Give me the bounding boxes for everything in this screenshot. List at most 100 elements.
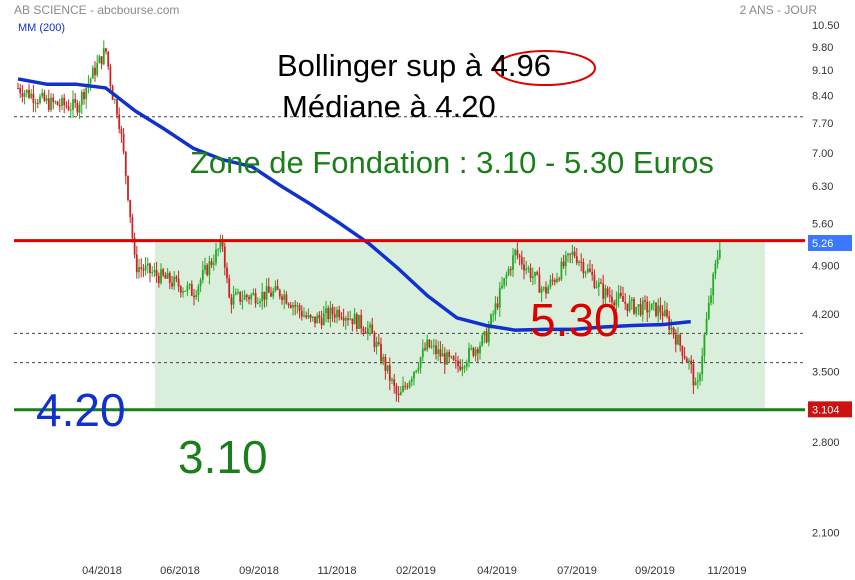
candle-126 [294, 300, 297, 316]
x-tick-label: 04/2018 [82, 565, 122, 577]
x-tick-label: 07/2019 [557, 565, 597, 577]
candle-85 [204, 257, 206, 274]
candle-body [89, 78, 92, 84]
candle-170 [391, 377, 393, 384]
candle-body [628, 301, 631, 311]
candle-body [127, 175, 129, 200]
candle-99 [234, 288, 237, 296]
candle-205 [468, 342, 470, 368]
candle-272 [615, 291, 618, 311]
candle-312 [703, 332, 706, 364]
candle-244 [553, 277, 556, 286]
candle-body [501, 285, 503, 288]
candle-body [699, 374, 701, 381]
candle-246 [558, 276, 561, 282]
candle-309 [696, 372, 699, 390]
candle-body [206, 265, 209, 276]
candle-192 [439, 341, 442, 364]
candle-252 [571, 244, 574, 264]
x-tick-label: 09/2018 [239, 565, 279, 577]
candle-body [518, 255, 521, 258]
candle-23 [67, 99, 70, 112]
candle-102 [241, 290, 244, 310]
candle-313 [705, 312, 708, 336]
candle-body [452, 356, 455, 360]
candle-body [375, 342, 378, 348]
candle-150 [347, 311, 349, 326]
candle-body [298, 305, 301, 311]
candle-177 [406, 383, 409, 390]
candle-body [600, 282, 602, 284]
candle-body [314, 316, 316, 324]
candle-318 [716, 250, 719, 269]
candle-body [646, 301, 649, 313]
candle-29 [80, 89, 83, 115]
candle-body [608, 295, 611, 297]
candle-body [142, 268, 145, 271]
y-tick-label: 2.800 [812, 437, 840, 449]
candle-135 [314, 316, 316, 328]
candle-156 [360, 309, 363, 335]
candle-body [652, 302, 655, 304]
candle-259 [586, 263, 589, 274]
y-tick-label: 5.60 [812, 218, 833, 230]
candle-body [331, 307, 334, 315]
candle-body [399, 391, 402, 396]
candle-146 [338, 305, 341, 321]
candle-206 [470, 344, 473, 351]
candle-body [485, 331, 488, 343]
candle-body [281, 296, 283, 301]
candle-297 [670, 319, 673, 335]
candle-300 [677, 327, 679, 346]
candle-125 [292, 302, 294, 316]
candle-299 [674, 329, 677, 353]
candle-98 [232, 285, 235, 309]
candle-body [549, 279, 552, 288]
candle-211 [481, 333, 484, 347]
candle-body [276, 285, 279, 290]
candle-7 [32, 84, 35, 113]
x-axis: 04/2018 06/2018 09/2018 11/2018 02/2019 04/20… [82, 565, 746, 577]
candle-218 [496, 296, 499, 311]
candle-body [294, 305, 297, 307]
zone-annotation: Zone de Fondation : 3.10 - 5.30 Euros [190, 145, 714, 180]
candle-59 [146, 257, 149, 274]
candle-body [234, 292, 237, 295]
candle-body [672, 327, 675, 335]
candle-42 [109, 63, 112, 94]
candle-body [274, 285, 277, 292]
candle-149 [344, 315, 347, 330]
candle-54 [135, 246, 138, 279]
candle-body [384, 356, 387, 371]
candle-134 [311, 316, 314, 322]
candle-body [171, 282, 173, 287]
candle-body [619, 293, 622, 297]
candle-106 [250, 292, 253, 305]
candle-144 [333, 306, 336, 323]
candle-266 [602, 274, 605, 308]
candle-82 [197, 283, 200, 302]
candle-81 [195, 289, 198, 300]
candle-95 [226, 262, 228, 284]
candle-209 [476, 347, 479, 363]
y-tick-label: 4.200 [812, 309, 840, 321]
candle-73 [177, 270, 180, 292]
candle-body [74, 99, 77, 103]
candle-38 [100, 56, 103, 70]
candle-268 [606, 286, 609, 298]
candle-body [175, 276, 178, 279]
candle-141 [327, 305, 330, 323]
candle-109 [256, 297, 259, 305]
candle-212 [483, 330, 486, 344]
candle-body [78, 104, 81, 113]
candle-199 [454, 352, 457, 369]
candle-261 [591, 264, 594, 281]
candle-body [558, 278, 561, 280]
candle-304 [685, 356, 688, 363]
candle-193 [441, 344, 444, 357]
candle-body [688, 360, 690, 362]
candle-body [283, 294, 286, 301]
candle-314 [707, 295, 710, 321]
candle-262 [593, 269, 596, 289]
candle-body [85, 87, 88, 100]
